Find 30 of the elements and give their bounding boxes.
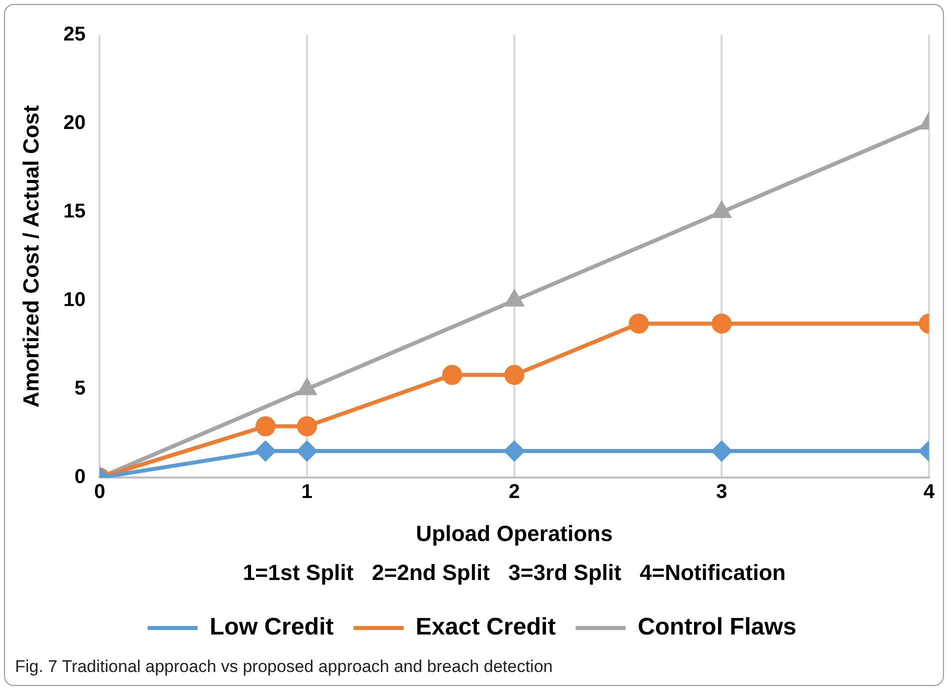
y-tick-label: 0: [74, 466, 86, 488]
x-tick-label: 4: [923, 481, 936, 504]
point: [296, 416, 317, 436]
y-axis-title: Amortized Cost / Actual Cost: [18, 104, 44, 408]
point: [256, 416, 276, 436]
point: [442, 364, 462, 385]
point: [712, 314, 732, 334]
point: [256, 441, 276, 462]
point: [504, 364, 524, 385]
point: [628, 314, 649, 334]
text: 1=1st Split 2=2nd Split 3=3rd Split 4=Notification: [242, 560, 786, 586]
y-tick-label: 25: [63, 24, 86, 46]
legend-label: Exact Credit: [416, 614, 556, 641]
y-tick-label: 5: [74, 378, 86, 400]
x-tick-label: 0: [94, 481, 106, 504]
legend-label: Control Flaws: [638, 614, 796, 641]
point: [296, 441, 317, 462]
x-tick-label: 1: [301, 481, 313, 504]
legend-label: Low Credit: [210, 614, 334, 641]
y-tick-label: 10: [63, 289, 86, 312]
y-tick-label: 15: [63, 200, 86, 223]
point: [504, 441, 524, 462]
x-tick-label: 3: [716, 481, 728, 504]
x-tick-label: 2: [508, 481, 520, 504]
x-axis-title: Upload Operations: [416, 520, 613, 546]
point: [505, 290, 524, 307]
point: [712, 441, 732, 462]
point: [712, 202, 731, 218]
caption: Fig. 7 Traditional approach vs proposed approach and breach detection: [15, 657, 553, 677]
y-tick-label: 20: [63, 112, 86, 134]
